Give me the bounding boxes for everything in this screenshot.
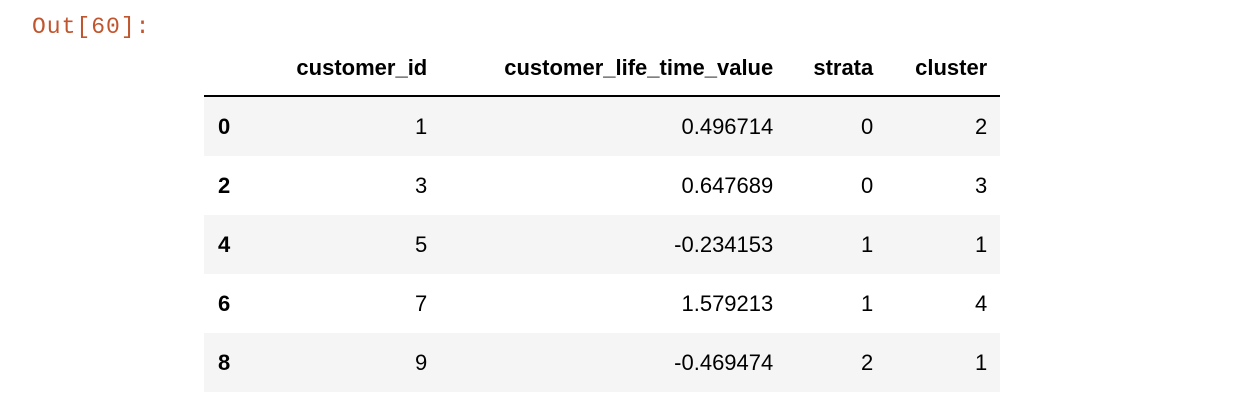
table-row: 8 9 -0.469474 2 1 — [204, 333, 1000, 392]
cell-customer-id: 5 — [240, 215, 440, 274]
output-prompt: Out[60]: — [32, 14, 150, 40]
table-header: customer_id customer_life_time_value str… — [204, 40, 1000, 96]
header-row: customer_id customer_life_time_value str… — [204, 40, 1000, 96]
cell-customer-life-time-value: 0.496714 — [440, 96, 786, 156]
dataframe-table: customer_id customer_life_time_value str… — [204, 40, 1000, 392]
cell-strata: 1 — [786, 215, 886, 274]
cell-customer-id: 3 — [240, 156, 440, 215]
cell-strata: 0 — [786, 96, 886, 156]
column-header-strata: strata — [786, 40, 886, 96]
cell-cluster: 4 — [886, 274, 1000, 333]
cell-cluster: 1 — [886, 333, 1000, 392]
cell-customer-life-time-value: 1.579213 — [440, 274, 786, 333]
cell-customer-id: 7 — [240, 274, 440, 333]
cell-cluster: 2 — [886, 96, 1000, 156]
column-header-customer-life-time-value: customer_life_time_value — [440, 40, 786, 96]
cell-cluster: 1 — [886, 215, 1000, 274]
cell-strata: 2 — [786, 333, 886, 392]
table-row: 4 5 -0.234153 1 1 — [204, 215, 1000, 274]
cell-customer-life-time-value: -0.469474 — [440, 333, 786, 392]
cell-customer-id: 9 — [240, 333, 440, 392]
cell-strata: 1 — [786, 274, 886, 333]
column-header-cluster: cluster — [886, 40, 1000, 96]
row-index: 4 — [204, 215, 240, 274]
column-header-customer-id: customer_id — [240, 40, 440, 96]
cell-customer-life-time-value: -0.234153 — [440, 215, 786, 274]
cell-customer-id: 1 — [240, 96, 440, 156]
table-body: 0 1 0.496714 0 2 2 3 0.647689 0 3 4 5 -0… — [204, 96, 1000, 392]
index-column-header — [204, 40, 240, 96]
table-row: 0 1 0.496714 0 2 — [204, 96, 1000, 156]
row-index: 0 — [204, 96, 240, 156]
cell-cluster: 3 — [886, 156, 1000, 215]
table-row: 6 7 1.579213 1 4 — [204, 274, 1000, 333]
cell-customer-life-time-value: 0.647689 — [440, 156, 786, 215]
row-index: 2 — [204, 156, 240, 215]
row-index: 6 — [204, 274, 240, 333]
dataframe-output: customer_id customer_life_time_value str… — [204, 40, 1000, 392]
table-row: 2 3 0.647689 0 3 — [204, 156, 1000, 215]
cell-strata: 0 — [786, 156, 886, 215]
row-index: 8 — [204, 333, 240, 392]
